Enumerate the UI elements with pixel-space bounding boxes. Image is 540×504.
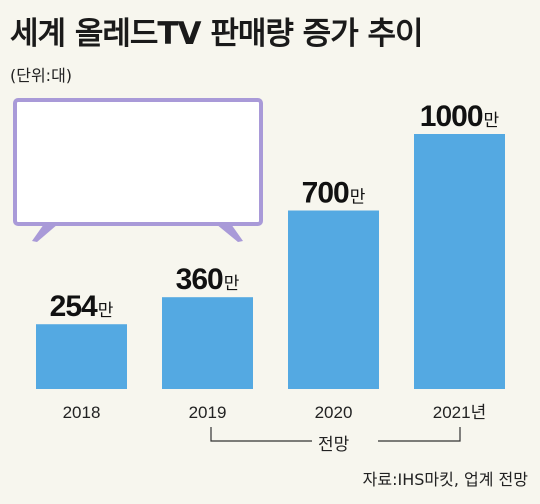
tv-power-dot (136, 222, 140, 226)
bar-value-number: 360 (176, 263, 223, 296)
bar-value-number: 700 (302, 177, 349, 210)
forecast-bracket (210, 427, 461, 442)
source-note: 자료:IHS마킷, 업계 전망 (362, 470, 528, 489)
bar-value-label: 254만 (50, 290, 114, 323)
bar-value-unit: 만 (484, 111, 500, 131)
x-tick-label: 2020 (315, 403, 353, 422)
chart-title: 세계 올레드TV 판매량 증가 추이 (10, 16, 424, 52)
x-tick-label: 2019 (189, 403, 227, 422)
forecast-bracket-left (210, 427, 312, 442)
bar-2019 (162, 297, 253, 389)
bar-value-label: 700만 (302, 177, 366, 210)
forecast-bracket-right (378, 427, 461, 442)
bar-value-label: 360만 (176, 263, 240, 296)
bar-value-number: 254 (50, 290, 98, 323)
tv-left-stand (32, 224, 58, 242)
x-tick-label: 2021년 (433, 403, 486, 422)
tv-right-stand (216, 224, 243, 242)
x-tick-label: 2018 (63, 403, 101, 422)
forecast-label: 전망 (318, 435, 350, 455)
bar-value-unit: 만 (224, 274, 240, 294)
bar-2021년 (414, 134, 505, 389)
bar-value-label: 1000만 (420, 100, 500, 133)
bar-value-unit: 만 (350, 188, 366, 208)
bar-2018 (36, 324, 127, 389)
bar-value-unit: 만 (98, 301, 114, 321)
tv-screen (13, 98, 263, 226)
bar-value-number: 1000 (420, 100, 483, 133)
unit-label: (단위:대) (10, 66, 73, 85)
bar-2020 (288, 210, 379, 389)
tv-illustration (13, 98, 263, 242)
